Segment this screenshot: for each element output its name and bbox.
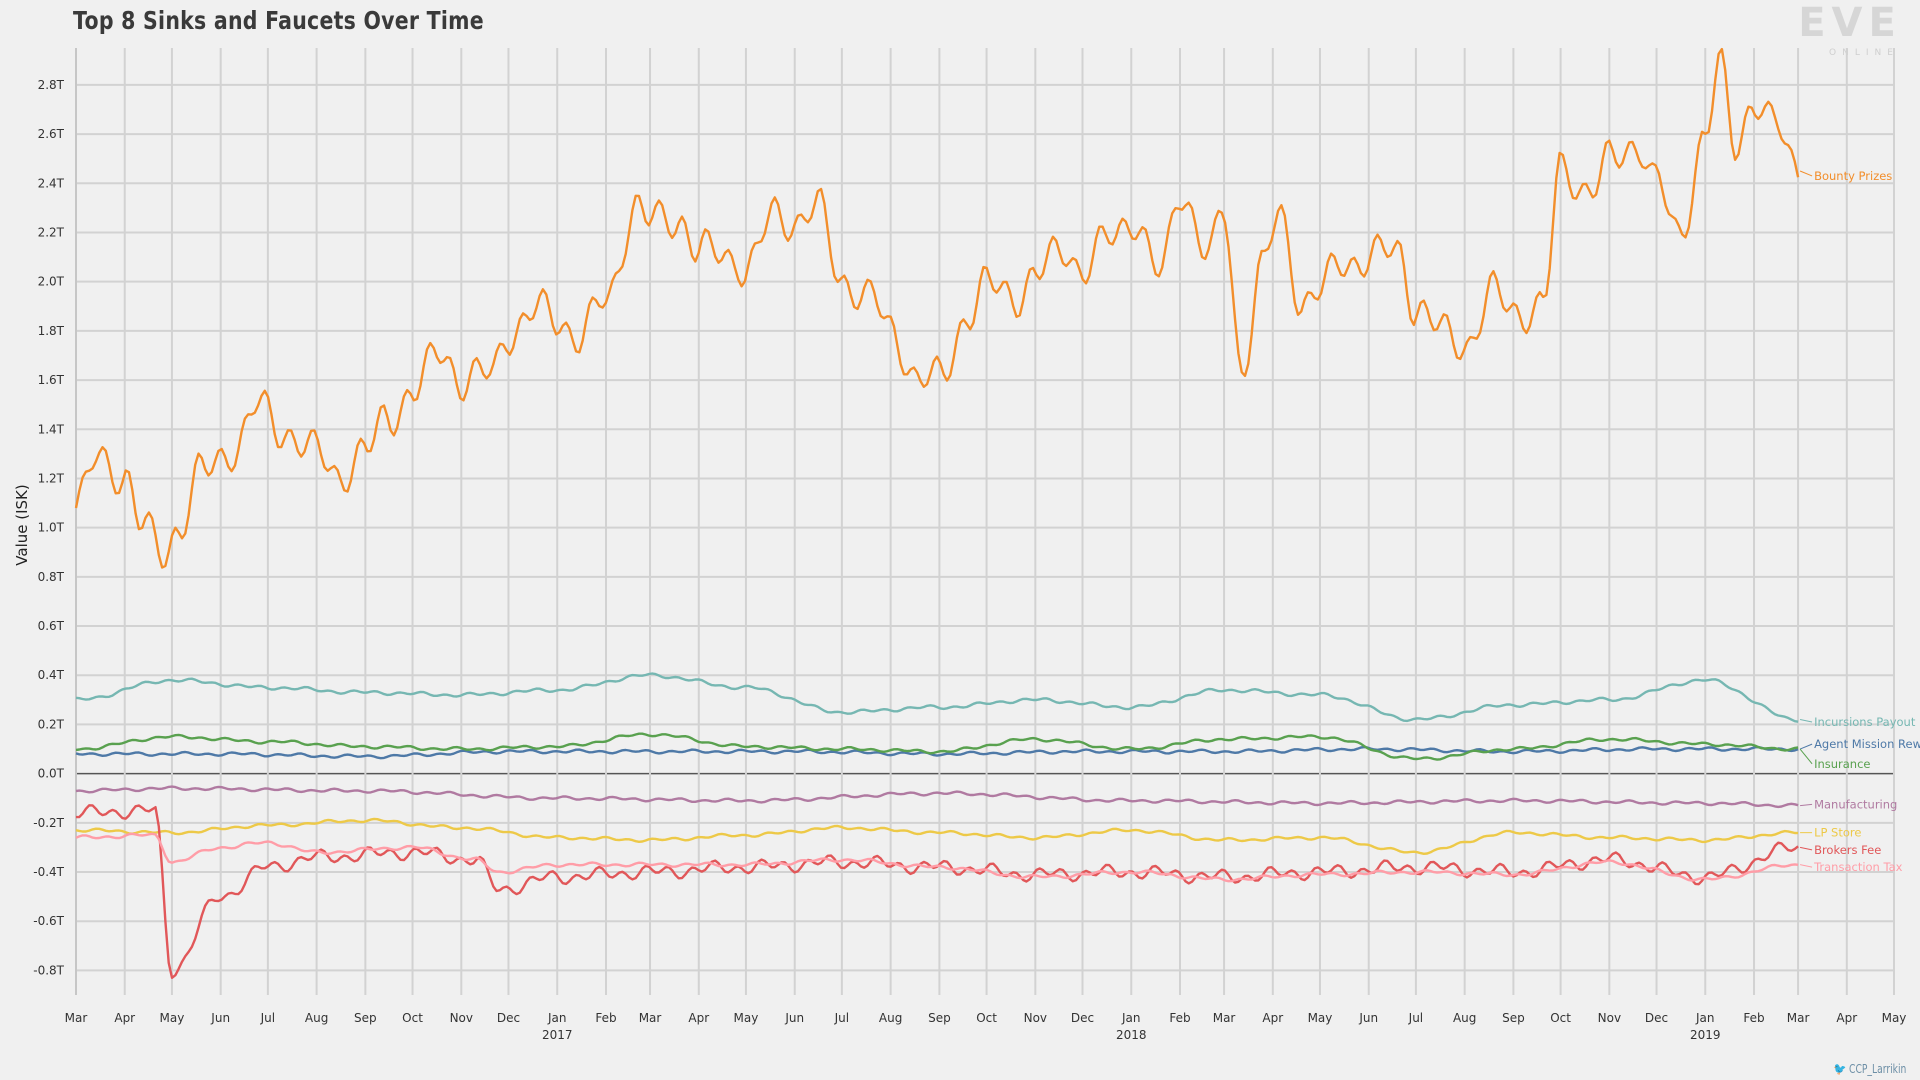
x-tick-label: Aug [305, 1011, 328, 1025]
author-handle: CCP_Larrikin [1848, 1062, 1906, 1076]
x-tick-label: Mar [1213, 1011, 1236, 1025]
x-tick-label: Jun [1358, 1011, 1378, 1025]
series-line-manufacturing [75, 785, 1799, 809]
x-tick-label: Dec [497, 1011, 520, 1025]
x-tick-label: Jun [210, 1011, 230, 1025]
y-tick-label: 0.0T [38, 767, 65, 781]
label-leader [1800, 803, 1813, 807]
label-leader [1799, 864, 1813, 868]
x-tick-label: Nov [1598, 1011, 1621, 1025]
series-line-lp-store [75, 817, 1799, 855]
y-tick-label: 2.2T [38, 225, 65, 239]
x-tick-label: Jul [1408, 1011, 1423, 1025]
x-axis-ticks: Mar Apr May Jun Jul Aug Sep Oct Nov Dec Jan 2017 Feb… [65, 1011, 1907, 1042]
x-tick-label: Nov [450, 1011, 473, 1025]
x-tick-label: May [734, 1011, 759, 1025]
series-line-brokers-fee [75, 804, 1799, 979]
x-tick-label: May [160, 1011, 185, 1025]
series-label-agent-mission-rewards: Agent Mission Rewards [1814, 737, 1920, 751]
series-label-bounty-prizes: Bounty Prizes [1814, 169, 1892, 183]
y-tick-label: 1.8T [38, 324, 65, 338]
label-leader [1799, 719, 1813, 723]
x-tick-label: Aug [1453, 1011, 1476, 1025]
x-year-label: 2019 [1690, 1028, 1721, 1042]
y-tick-label: 2.0T [38, 275, 65, 289]
twitter-icon: 🐦 [1833, 1062, 1847, 1076]
x-year-label: 2018 [1116, 1028, 1147, 1042]
x-tick-label: Feb [1743, 1011, 1764, 1025]
series-label-lp-store: LP Store [1814, 826, 1861, 840]
series-labels: Bounty Prizes Incursions Payout Agent Miss… [1799, 169, 1920, 874]
chart-title: Top 8 Sinks and Faucets Over Time [73, 6, 484, 35]
x-tick-label: Oct [1550, 1011, 1571, 1025]
x-tick-label: Feb [595, 1011, 616, 1025]
x-tick-label: Apr [1836, 1011, 1857, 1025]
x-tick-label: Mar [639, 1011, 662, 1025]
y-tick-label: 0.8T [38, 570, 65, 584]
y-tick-label: 1.2T [38, 471, 65, 485]
x-tick-label: Feb [1169, 1011, 1190, 1025]
x-tick-label: Apr [688, 1011, 709, 1025]
label-leader [1799, 170, 1813, 177]
y-tick-label: 1.6T [38, 373, 65, 387]
logo-main-text: EVE [1798, 0, 1902, 46]
y-axis-ticks: -0.8T -0.6T -0.4T -0.2T 0.0T 0.2T 0.4T 0.6T 0.8T… [33, 78, 64, 978]
x-tick-label: Mar [65, 1011, 88, 1025]
y-tick-label: 2.8T [38, 78, 65, 92]
x-tick-label: Sep [1502, 1011, 1525, 1025]
logo-sub-text: ONLINE [1829, 48, 1899, 58]
grid-lines [75, 48, 1895, 995]
series-label-brokers-fee: Brokers Fee [1814, 843, 1881, 857]
y-tick-label: -0.2T [33, 816, 64, 830]
x-year-label: 2017 [542, 1028, 573, 1042]
x-tick-label: Sep [928, 1011, 951, 1025]
y-tick-label: 0.4T [38, 668, 65, 682]
x-tick-label: Dec [1645, 1011, 1668, 1025]
y-tick-label: 2.4T [38, 176, 65, 190]
series-label-manufacturing: Manufacturing [1814, 797, 1897, 811]
x-tick-label: Aug [879, 1011, 902, 1025]
x-tick-label: Jul [834, 1011, 849, 1025]
series-line-agent-mission-rewards [75, 745, 1799, 760]
y-tick-label: 0.6T [38, 619, 65, 633]
series-line-bounty-prizes [74, 47, 1800, 569]
author-credit: 🐦 CCP_Larrikin [1833, 1062, 1906, 1076]
x-tick-label: Dec [1071, 1011, 1094, 1025]
y-tick-label: -0.6T [33, 914, 64, 928]
x-tick-label: Oct [402, 1011, 423, 1025]
x-tick-label: Apr [114, 1011, 135, 1025]
y-tick-label: 1.0T [38, 521, 65, 535]
x-tick-label: Mar [1787, 1011, 1810, 1025]
y-tick-label: 0.2T [38, 717, 65, 731]
x-tick-label: May [1308, 1011, 1333, 1025]
label-leader [1799, 846, 1813, 851]
y-tick-label: -0.8T [33, 963, 64, 977]
series-line-incursions-payout [75, 672, 1799, 723]
x-tick-label: Jul [260, 1011, 275, 1025]
series-label-incursions-payout: Incursions Payout [1814, 715, 1916, 729]
y-tick-label: 2.6T [38, 127, 65, 141]
x-tick-label: Jan [1121, 1011, 1141, 1025]
eve-online-logo: EVE ONLINE [1798, 0, 1902, 58]
label-leader [1799, 743, 1813, 750]
series-label-transaction-tax: Transaction Tax [1813, 860, 1903, 874]
x-tick-label: Sep [354, 1011, 377, 1025]
x-tick-label: Jan [1695, 1011, 1715, 1025]
x-tick-label: Oct [976, 1011, 997, 1025]
series-line-transaction-tax [75, 832, 1799, 883]
y-tick-label: 1.4T [38, 422, 65, 436]
x-tick-label: Nov [1024, 1011, 1047, 1025]
x-tick-label: Jan [547, 1011, 567, 1025]
x-tick-label: Apr [1262, 1011, 1283, 1025]
y-axis-label: Value (ISK) [13, 484, 31, 565]
series-line-insurance [75, 732, 1799, 761]
y-tick-label: -0.4T [33, 865, 64, 879]
series-lines [74, 47, 1800, 979]
series-label-insurance: Insurance [1814, 757, 1870, 771]
x-tick-label: May [1882, 1011, 1907, 1025]
label-leader [1799, 748, 1813, 765]
x-tick-label: Jun [784, 1011, 804, 1025]
